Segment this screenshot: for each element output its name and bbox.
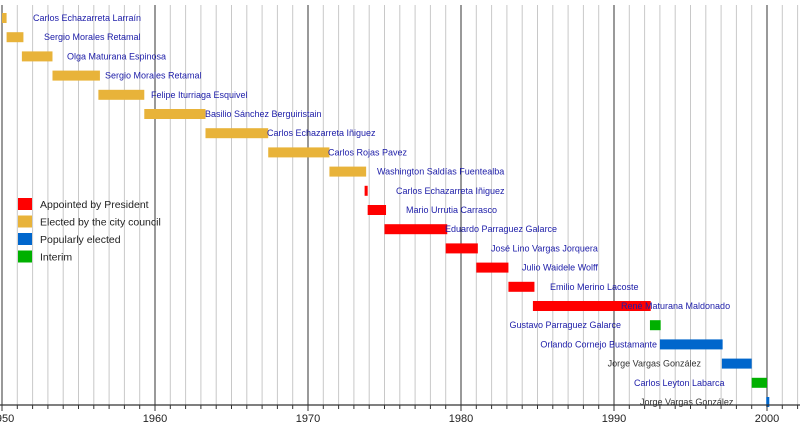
legend-swatch-popular xyxy=(18,233,32,245)
x-tick-label: 1960 xyxy=(143,413,167,425)
term-bar xyxy=(721,358,752,369)
mayor-link[interactable]: Sergio Morales Retamal xyxy=(105,71,202,81)
mayor-link[interactable]: Carlos Leyton Labarca xyxy=(634,378,725,388)
term-bar xyxy=(2,13,7,23)
term-bar xyxy=(508,281,535,292)
term-bar xyxy=(766,397,770,407)
mayor-link[interactable]: Sergio Morales Retamal xyxy=(44,32,141,42)
x-tick-label: 2000 xyxy=(755,413,779,425)
legend-label-appointed: Appointed by President xyxy=(40,199,149,211)
mayor-link[interactable]: José Lino Vargas Jorquera xyxy=(491,243,598,253)
mayor-link[interactable]: Carlos Rojas Pavez xyxy=(328,147,408,157)
term-bar xyxy=(532,301,651,311)
term-bar xyxy=(6,32,24,43)
x-tick-label: 1990 xyxy=(602,413,626,425)
legend-swatch-appointed xyxy=(18,198,32,210)
mayor-link[interactable]: Carlos Echazarreta Iñiguez xyxy=(267,128,376,138)
mayor-link[interactable]: Emilio Merino Lacoste xyxy=(550,282,639,292)
mayor-label: Jorge Vargas González xyxy=(640,397,734,407)
term-bar xyxy=(445,243,478,254)
bar-labels: Carlos Echazarreta Larraín Sergio Morales… xyxy=(33,13,734,407)
term-bar xyxy=(476,262,509,273)
x-tick-label: 1950 xyxy=(0,413,14,425)
mayor-link[interactable]: Gustavo Parraguez Galarce xyxy=(509,320,621,330)
term-bar xyxy=(364,185,368,196)
mayor-label: Jorge Vargas González xyxy=(608,359,702,369)
term-bar xyxy=(268,147,330,158)
mayor-link[interactable]: Carlos Echazarreta Iñiguez xyxy=(396,186,505,196)
term-bar xyxy=(329,166,367,177)
mayor-link[interactable]: Mario Urrutia Carrasco xyxy=(406,205,497,215)
term-bar xyxy=(52,70,100,81)
mayor-link[interactable]: Felipe Iturriaga Esquivel xyxy=(151,90,248,100)
term-bar xyxy=(144,109,206,119)
mayor-link[interactable]: René Maturana Maldonado xyxy=(621,301,730,311)
x-tick-label: 1970 xyxy=(296,413,320,425)
x-axis: 1950 1960 1970 1980 1990 2000 xyxy=(0,404,800,425)
term-bar xyxy=(649,320,661,331)
legend-swatch-interim xyxy=(18,250,32,263)
mayor-link[interactable]: Orlando Cornejo Bustamante xyxy=(540,339,657,349)
term-bar xyxy=(659,339,723,350)
mayor-link[interactable]: Basilio Sánchez Berguiristain xyxy=(205,109,322,119)
legend-label-council: Elected by the city council xyxy=(40,217,161,229)
mayor-link[interactable]: Olga Maturana Espinosa xyxy=(67,51,166,61)
mayor-link[interactable]: Washington Saldías Fuentealba xyxy=(377,167,504,177)
term-bar xyxy=(367,205,387,215)
term-bar xyxy=(21,51,53,62)
mayor-link[interactable]: Carlos Echazarreta Larraín xyxy=(33,13,141,23)
mayor-link[interactable]: Julio Waidele Wolff xyxy=(522,263,598,273)
legend: Appointed by President Elected by the cit… xyxy=(18,198,161,264)
term-bar xyxy=(205,128,269,139)
legend-label-popular: Popularly elected xyxy=(40,234,121,246)
legend-swatch-council xyxy=(18,215,32,228)
mayor-link[interactable]: Eduardo Parraguez Galarce xyxy=(445,224,557,234)
bars xyxy=(2,13,770,407)
term-bar xyxy=(384,224,448,235)
term-bar xyxy=(751,377,767,388)
term-bar xyxy=(98,89,145,100)
legend-label-interim: Interim xyxy=(40,252,72,264)
x-tick-label: 1980 xyxy=(449,413,473,425)
